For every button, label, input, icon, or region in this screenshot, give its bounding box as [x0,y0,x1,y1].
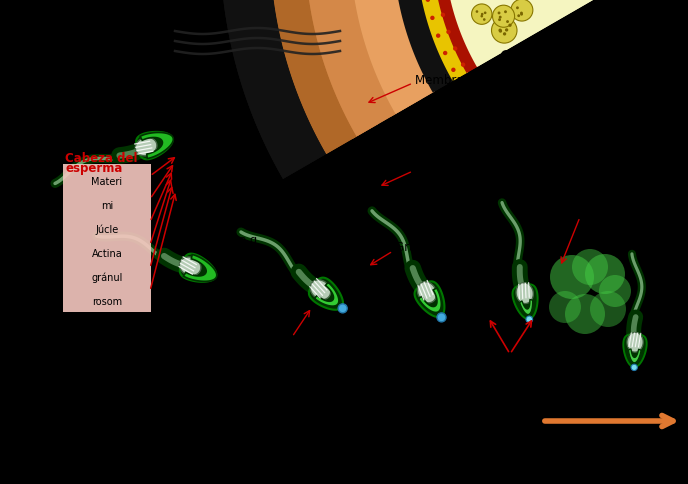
Circle shape [426,0,430,3]
Circle shape [631,364,637,371]
Circle shape [480,16,483,18]
Polygon shape [393,0,688,93]
Circle shape [499,30,502,33]
Polygon shape [444,0,688,68]
Polygon shape [305,0,688,137]
Text: Materi: Materi [92,177,122,187]
Circle shape [526,317,533,323]
Polygon shape [416,0,688,82]
Polygon shape [220,0,688,180]
Polygon shape [350,0,688,115]
Text: Júcle: Júcle [96,225,118,235]
Circle shape [338,304,347,313]
Circle shape [497,13,500,15]
Polygon shape [140,133,173,159]
Circle shape [453,47,458,52]
Circle shape [451,68,455,73]
Circle shape [517,15,520,18]
Circle shape [437,313,446,322]
Text: Actina: Actina [92,248,122,258]
Circle shape [550,256,594,300]
Circle shape [504,11,507,14]
Text: Cabeza del: Cabeza del [65,151,138,165]
Polygon shape [418,282,437,303]
Circle shape [508,25,512,28]
Polygon shape [300,0,688,140]
Circle shape [498,30,502,33]
Polygon shape [623,334,647,367]
Polygon shape [180,254,216,282]
Circle shape [565,294,605,334]
Circle shape [585,255,625,294]
Text: mi: mi [101,200,113,211]
Polygon shape [519,300,533,315]
Circle shape [498,19,501,22]
Circle shape [511,0,533,22]
Circle shape [491,18,517,44]
Polygon shape [305,0,688,137]
Circle shape [505,29,508,32]
Polygon shape [432,0,688,74]
Circle shape [443,52,447,56]
Polygon shape [415,282,444,318]
Polygon shape [314,283,339,306]
Polygon shape [136,133,173,160]
Text: gránul: gránul [92,272,122,283]
Circle shape [503,33,506,36]
Polygon shape [184,255,217,282]
Polygon shape [416,0,688,82]
Circle shape [516,7,519,10]
Polygon shape [627,333,643,352]
Text: Gránulo cortical: Gránulo cortical [395,241,489,254]
Polygon shape [432,0,688,74]
Circle shape [590,291,626,327]
Text: rosom: rosom [92,296,122,306]
Circle shape [520,14,523,16]
Polygon shape [220,0,688,180]
Circle shape [447,30,451,35]
Text: Capa g: Capa g [218,235,257,244]
Polygon shape [516,283,533,304]
Polygon shape [350,0,688,115]
Circle shape [493,6,515,28]
Circle shape [520,13,523,15]
Text: CITOPLASMA OVULAR: CITOPLASMA OVULAR [500,50,686,65]
Polygon shape [345,0,688,117]
Circle shape [436,34,440,39]
Circle shape [572,249,608,286]
Circle shape [506,21,509,24]
Circle shape [441,14,445,18]
Text: Contenido del
gránulo cortical: Contenido del gránulo cortical [558,180,651,210]
Bar [63,165,151,312]
Circle shape [475,11,478,14]
Polygon shape [393,0,688,93]
Polygon shape [629,349,641,363]
Polygon shape [418,288,441,313]
Polygon shape [310,280,331,300]
Polygon shape [270,0,688,155]
Text: rosómica: rosómica [230,334,281,344]
Polygon shape [513,285,537,319]
Circle shape [499,16,502,19]
Circle shape [471,5,492,25]
Text: Espacio perivitelino: Espacio perivitelino [415,161,530,174]
Circle shape [483,19,486,22]
Polygon shape [444,0,688,68]
Polygon shape [309,278,343,310]
Polygon shape [136,138,157,156]
Text: esperma: esperma [65,162,122,175]
Polygon shape [180,257,201,276]
Polygon shape [270,0,688,155]
Circle shape [484,13,486,15]
Circle shape [599,275,631,307]
Circle shape [549,291,581,323]
Circle shape [461,63,465,68]
Text: Membrana Plasmática Ovular: Membrana Plasmática Ovular [415,74,590,86]
Circle shape [481,14,484,16]
Circle shape [430,16,435,21]
